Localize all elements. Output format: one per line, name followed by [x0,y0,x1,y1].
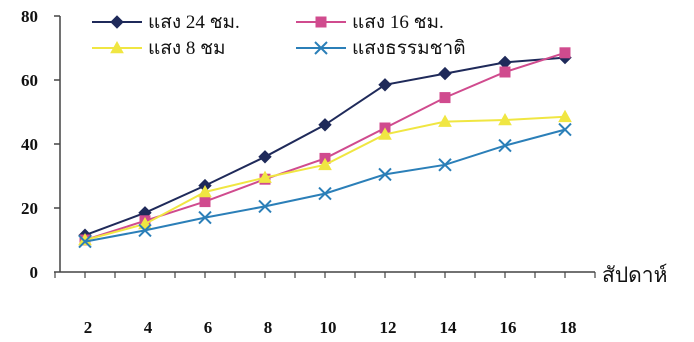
x-tick-label: 10 [320,318,337,337]
y-tick-label: 60 [21,71,38,90]
data-point [558,122,572,137]
y-tick-label: 80 [21,7,38,26]
series-line [84,56,566,237]
series-group [79,47,571,246]
data-point [110,15,124,29]
legend-item: แสง 24 ชม. [92,12,240,33]
series-line [84,115,566,241]
x-tick-label: 4 [144,318,153,337]
series-group [78,47,572,249]
data-point [315,16,327,28]
data-point [198,210,212,225]
data-point [78,234,92,249]
data-point [110,40,124,54]
legend-item: แสง 8 ชม [92,38,226,59]
data-point [498,112,512,126]
legend: แสง 24 ชม. แสง 16 ชม. แสง 8 ชม แสงธรรมชาติ [92,12,466,59]
data-point [258,150,272,164]
data-point [498,138,512,153]
x-tick-label: 6 [204,318,213,337]
x-tick-label: 18 [560,318,577,337]
data-point [378,167,392,182]
series-group [78,122,572,249]
x-axis-title: สัปดาห์ [602,263,667,287]
data-point [258,199,272,214]
data-point [438,158,452,172]
data-point [438,66,452,81]
data-point [318,186,332,201]
y-tick-label: 40 [21,135,38,154]
data-point [438,114,452,127]
x-tick-label: 2 [84,318,93,337]
y-tick-label: 0 [30,263,39,282]
y-tick-group: 0 20 40 60 80 [21,7,60,282]
data-point [318,157,332,171]
data-point [378,78,392,92]
data-point [499,66,511,78]
y-tick-label: 20 [21,199,38,218]
data-point [198,184,212,198]
series-line [84,128,566,243]
x-tick-label: 14 [440,318,458,337]
legend-label: แสง 24 ชม. [148,12,240,33]
series-group [78,50,572,242]
data-point [138,223,152,238]
legend-label: แสงธรรมชาติ [352,38,466,59]
data-point [258,170,272,183]
x-tick-label: 16 [500,318,517,337]
legend-label: แสง 16 ชม. [352,12,444,33]
x-tick-label: 8 [264,318,273,337]
x-tick-label: 12 [380,318,397,337]
data-point [199,196,211,208]
data-point [559,47,571,59]
data-point [439,92,451,104]
legend-label: แสง 8 ชม [148,38,226,59]
legend-item: แสง 16 ชม. [296,12,444,33]
x-tick-group: 2 4 6 8 10 12 14 16 18 [54,272,596,337]
data-point [378,127,392,140]
legend-item: แสงธรรมชาติ [296,38,466,59]
data-point [558,109,572,123]
data-point [318,118,332,132]
data-point [314,41,328,55]
series-line [84,51,566,241]
